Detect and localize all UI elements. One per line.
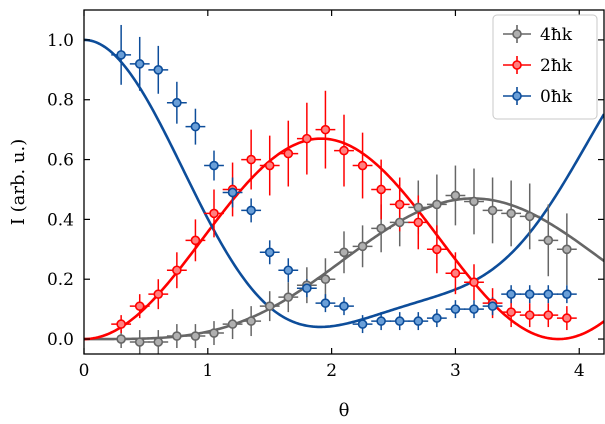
data-point: [172, 331, 182, 341]
legend-label: 2ħk: [540, 56, 573, 76]
data-point: [394, 316, 405, 326]
data-point: [283, 148, 294, 159]
data-point: [134, 59, 145, 69]
data-point: [246, 205, 256, 216]
x-axis-label: θ: [339, 400, 350, 421]
data-point: [562, 313, 572, 323]
data-point: [432, 199, 442, 210]
legend-marker: [512, 29, 522, 39]
data-point: [209, 160, 219, 171]
data-point: [264, 301, 275, 311]
data-point: [487, 205, 498, 216]
data-point: [376, 223, 386, 234]
data-point: [432, 313, 442, 323]
data-point: [134, 337, 145, 347]
data-point: [376, 316, 386, 326]
legend-marker: [512, 60, 522, 70]
data-point: [450, 268, 461, 279]
data-point: [450, 190, 461, 201]
data-point: [469, 196, 479, 207]
data-point: [190, 331, 201, 341]
data-point: [190, 121, 201, 132]
data-point: [357, 319, 368, 329]
data-point: [562, 244, 572, 255]
y-tick-label: 0.2: [47, 270, 74, 290]
data-point: [209, 328, 219, 338]
data-point: [432, 244, 442, 255]
data-point: [506, 289, 516, 299]
data-point: [394, 199, 405, 210]
axis-ticks: [83, 10, 604, 354]
data-point: [469, 304, 479, 314]
data-point: [339, 301, 349, 311]
legend-label: 4ħk: [540, 25, 573, 45]
data-point: [302, 133, 312, 144]
data-point: [153, 289, 164, 299]
data-point: [506, 208, 516, 219]
x-tick-label: 1: [202, 361, 213, 381]
x-tick-label: 0: [79, 361, 90, 381]
plot-frame: [83, 9, 605, 355]
data-point: [394, 217, 405, 228]
data-point: [209, 208, 219, 219]
data-point: [562, 289, 572, 299]
fit-curve-3: [84, 38, 604, 329]
y-tick-label: 0.4: [47, 210, 74, 230]
data-point: [543, 310, 554, 320]
data-point: [339, 247, 349, 258]
data-point: [339, 145, 349, 156]
data-point: [413, 316, 424, 326]
x-tick-label: 2: [326, 361, 337, 381]
data-point: [320, 274, 331, 285]
data-point: [543, 235, 554, 246]
data-point: [487, 301, 498, 311]
data-point: [246, 316, 256, 326]
y-tick-label: 0.6: [47, 151, 74, 171]
data-points: [116, 50, 572, 347]
data-point: [543, 289, 554, 299]
data-point: [413, 202, 424, 213]
data-point: [413, 217, 424, 228]
data-point: [153, 337, 164, 347]
legend: 4ħk 2ħk 0ħk: [492, 14, 598, 120]
x-tick-label: 3: [450, 361, 461, 381]
data-point: [246, 154, 256, 165]
data-point: [116, 50, 126, 60]
data-point: [264, 160, 275, 171]
data-point: [227, 319, 238, 329]
data-point: [524, 211, 535, 222]
data-point: [302, 283, 312, 293]
data-point: [320, 298, 331, 308]
data-point: [469, 277, 479, 288]
data-point: [524, 310, 535, 320]
data-point: [524, 289, 535, 299]
data-point: [376, 184, 386, 195]
data-point: [116, 319, 126, 329]
data-point: [116, 334, 126, 344]
data-point: [450, 304, 461, 314]
data-point: [357, 241, 368, 252]
data-point: [506, 307, 516, 317]
data-point: [153, 65, 164, 75]
y-tick-label: 1.0: [47, 31, 74, 51]
legend-marker: [512, 91, 522, 101]
data-point: [264, 247, 275, 258]
data-point: [134, 301, 145, 311]
data-point: [227, 187, 238, 198]
data-point: [357, 160, 368, 171]
data-point: [190, 235, 201, 246]
data-point: [172, 265, 182, 276]
y-tick-label: 0.0: [47, 330, 74, 350]
axis-tick-labels: 0 1 2 3 4 0.0 0.2 0.4 0.6 0.8 1.0: [47, 31, 585, 381]
data-point: [283, 265, 294, 276]
data-point: [320, 124, 331, 135]
data-point: [172, 97, 182, 108]
y-tick-label: 0.8: [47, 91, 74, 111]
data-point: [283, 292, 294, 302]
y-axis-label: I (arb. u.): [8, 139, 29, 226]
x-tick-label: 4: [574, 361, 585, 381]
legend-label: 0ħk: [540, 87, 573, 107]
